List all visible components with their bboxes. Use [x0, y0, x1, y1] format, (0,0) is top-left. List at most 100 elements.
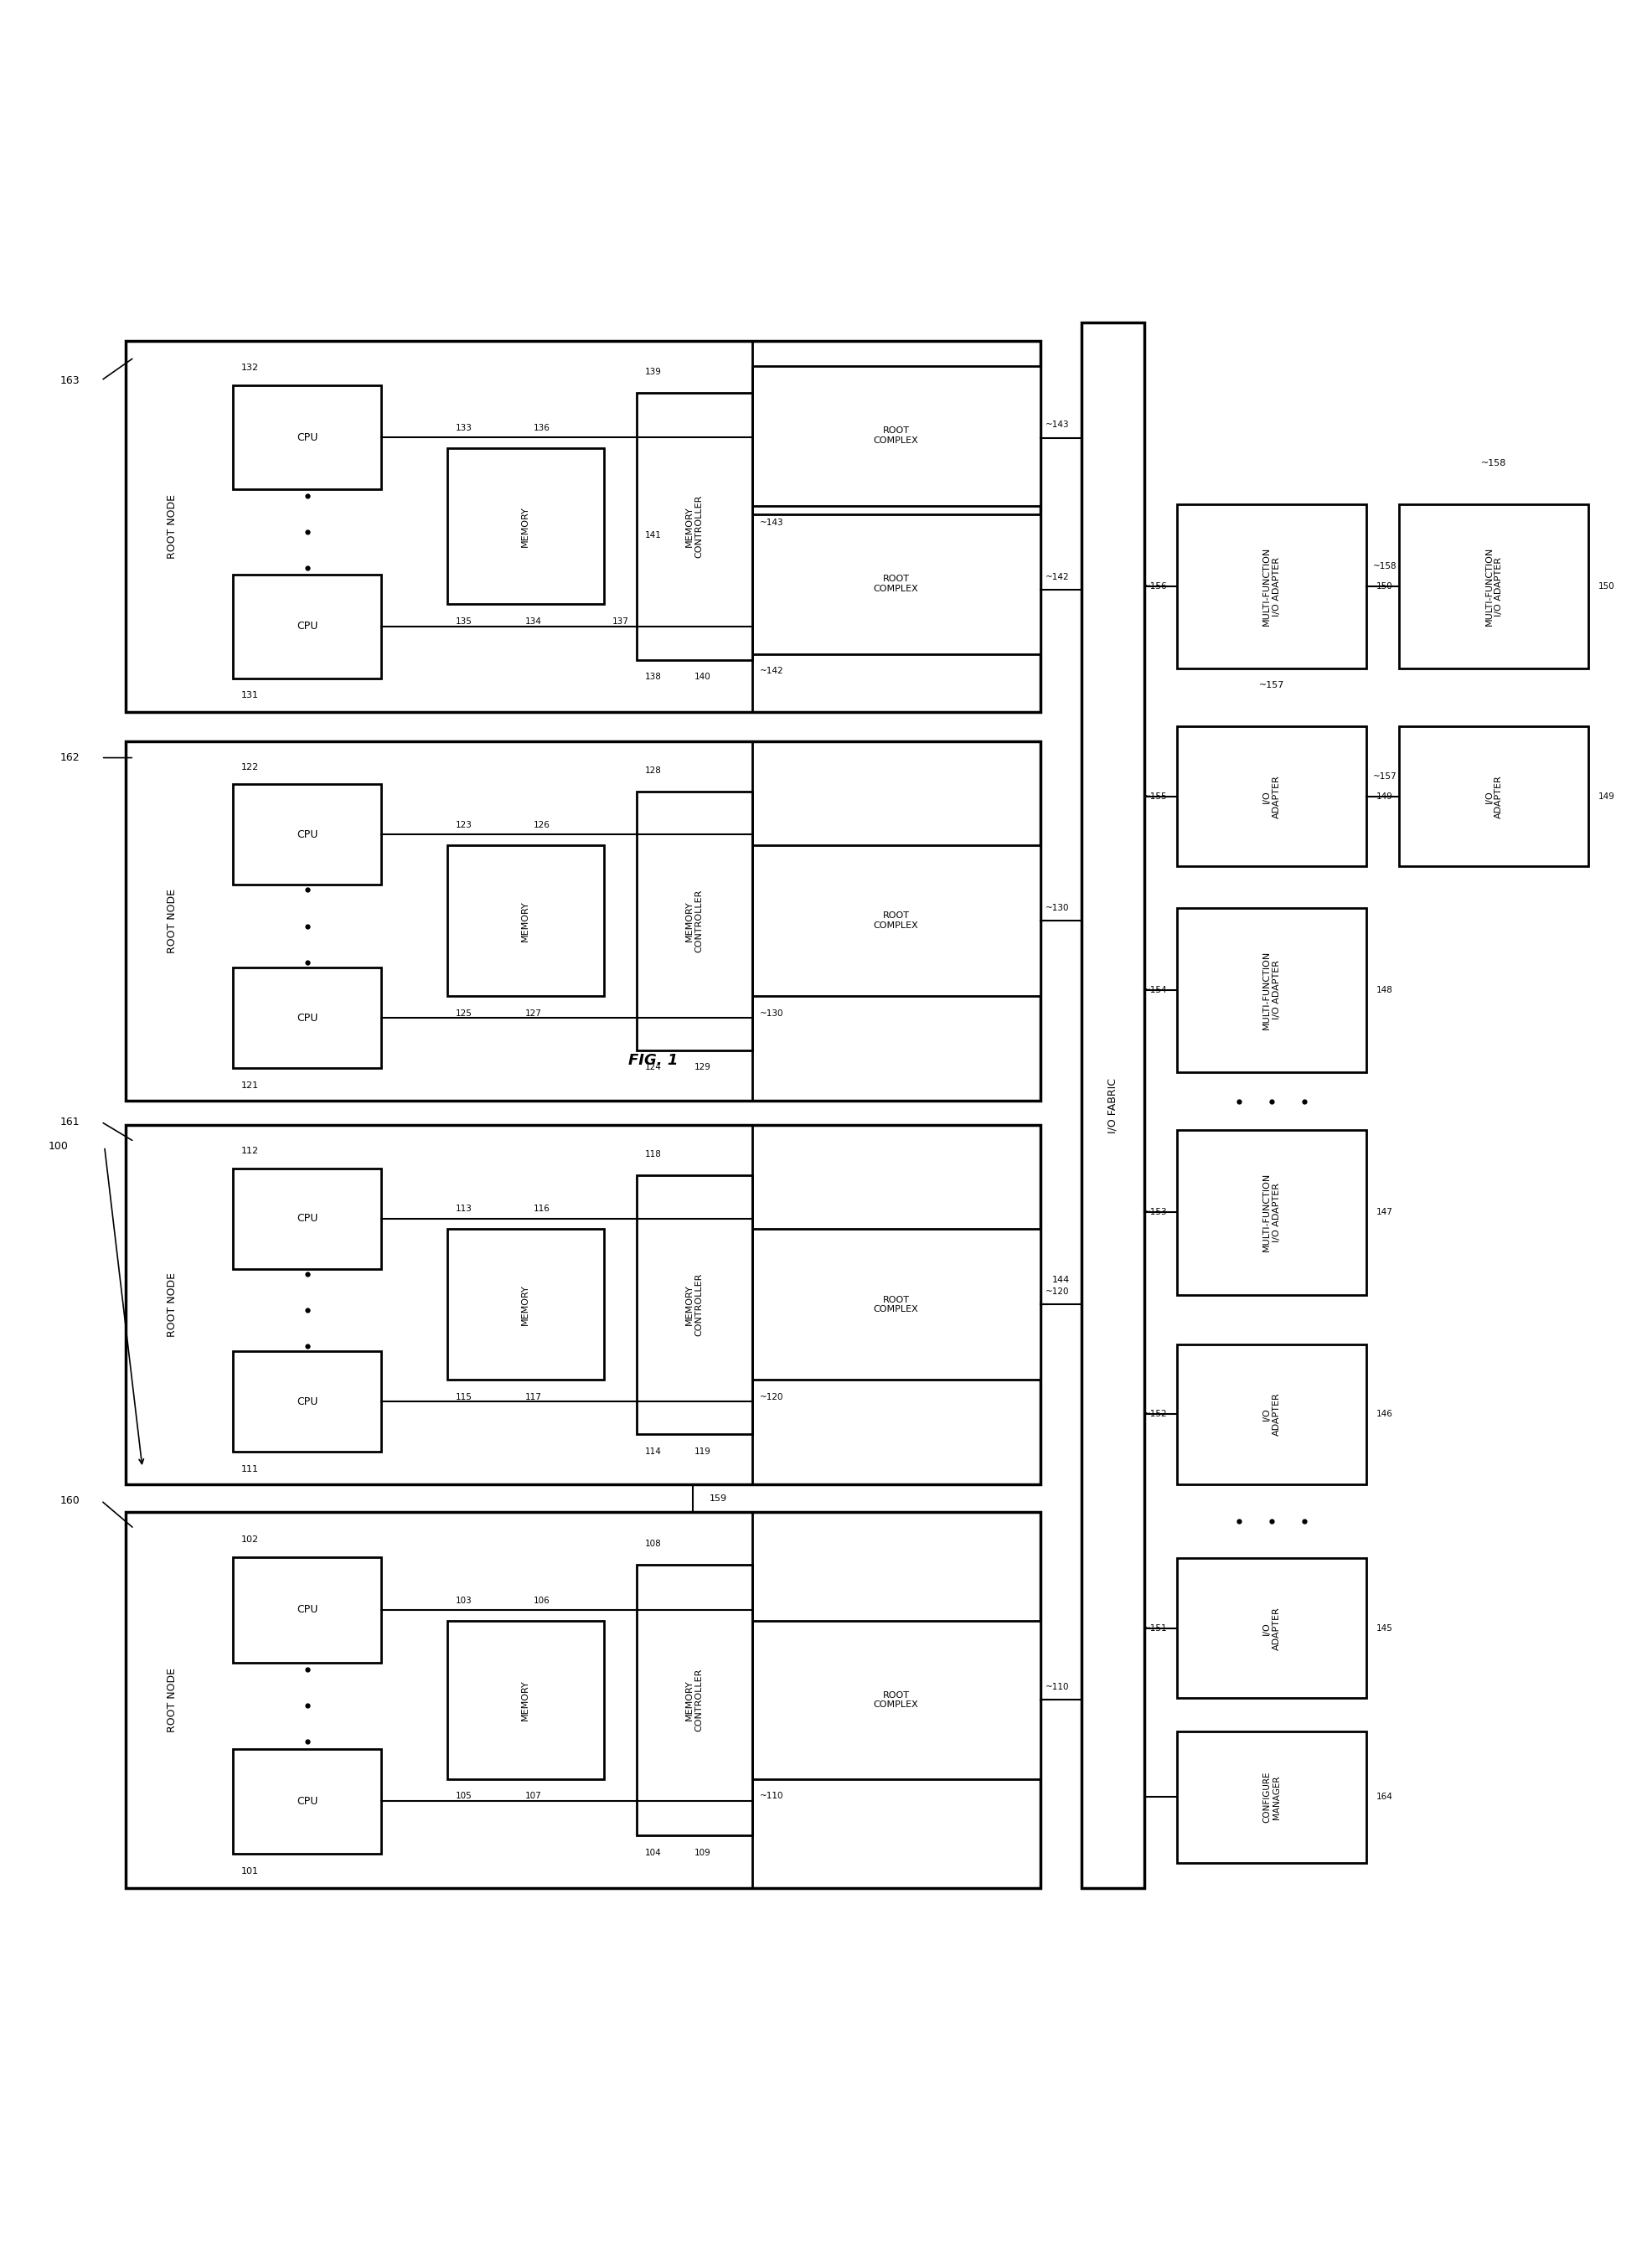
Text: 150: 150 [1376, 583, 1393, 590]
Bar [636, 393, 752, 660]
Text: CPU: CPU [296, 1397, 317, 1408]
Text: 112: 112 [241, 1146, 259, 1155]
Text: ~154: ~154 [1143, 985, 1166, 994]
Text: CPU: CPU [296, 1214, 317, 1225]
Text: ~142: ~142 [760, 667, 785, 676]
Bar [1176, 1345, 1366, 1485]
Text: ~110: ~110 [1046, 1681, 1069, 1690]
Text: 106: 106 [534, 1596, 550, 1605]
Text: 132: 132 [241, 364, 259, 373]
Bar [636, 1175, 752, 1433]
Bar [1399, 504, 1589, 669]
Text: MULTI-FUNCTION
I/O ADAPTER: MULTI-FUNCTION I/O ADAPTER [1262, 1173, 1280, 1252]
Text: ~130: ~130 [1046, 904, 1069, 911]
Bar [1176, 909, 1366, 1071]
Text: 107: 107 [525, 1792, 542, 1801]
Text: ~110: ~110 [760, 1792, 785, 1801]
Text: ROOT
COMPLEX: ROOT COMPLEX [874, 1295, 919, 1313]
Bar [1082, 323, 1143, 1887]
Text: 125: 125 [456, 1010, 472, 1017]
Text: CPU: CPU [296, 1012, 317, 1024]
Text: ~156: ~156 [1143, 583, 1166, 590]
Bar [636, 1564, 752, 1835]
Text: 126: 126 [534, 820, 550, 829]
Text: 163: 163 [59, 375, 79, 386]
Text: ~157: ~157 [1259, 680, 1284, 689]
Text: 162: 162 [59, 753, 79, 764]
Text: 101: 101 [241, 1867, 259, 1876]
Text: ~143: ~143 [1046, 420, 1069, 429]
Bar [233, 574, 382, 678]
Text: CPU: CPU [296, 829, 317, 841]
Text: I/O
ADAPTER: I/O ADAPTER [1262, 1607, 1280, 1650]
Bar [752, 513, 1041, 653]
Text: MEMORY
CONTROLLER: MEMORY CONTROLLER [686, 1272, 704, 1336]
Text: MULTI-FUNCTION
I/O ADAPTER: MULTI-FUNCTION I/O ADAPTER [1262, 547, 1280, 626]
Text: 147: 147 [1376, 1209, 1393, 1216]
Text: 114: 114 [644, 1446, 661, 1455]
Text: ~130: ~130 [760, 1010, 785, 1017]
Text: 149: 149 [1376, 793, 1393, 800]
Bar [233, 967, 382, 1069]
Text: 144: 144 [1052, 1275, 1069, 1284]
Text: 108: 108 [644, 1539, 661, 1548]
Text: 121: 121 [241, 1080, 259, 1089]
Bar [233, 1749, 382, 1853]
Text: 129: 129 [694, 1062, 710, 1071]
Bar [1176, 504, 1366, 669]
Bar [752, 845, 1041, 997]
Bar [126, 1125, 1041, 1485]
Bar [233, 784, 382, 886]
Text: MEMORY
CONTROLLER: MEMORY CONTROLLER [686, 888, 704, 951]
Text: 149: 149 [1599, 793, 1616, 800]
Text: FIG. 1: FIG. 1 [628, 1053, 677, 1069]
Text: I/O
ADAPTER: I/O ADAPTER [1485, 775, 1503, 818]
Text: 145: 145 [1376, 1625, 1393, 1632]
Text: 124: 124 [644, 1062, 661, 1071]
Text: 141: 141 [644, 531, 661, 540]
Text: MEMORY: MEMORY [520, 506, 530, 547]
Text: ROOT NODE: ROOT NODE [167, 1668, 177, 1731]
Text: 122: 122 [241, 764, 259, 771]
Text: ~120: ~120 [760, 1392, 785, 1401]
Text: ~142: ~142 [1046, 572, 1069, 581]
Text: ~151: ~151 [1143, 1625, 1166, 1632]
Text: 117: 117 [525, 1392, 542, 1401]
Text: I/O FABRIC: I/O FABRIC [1107, 1078, 1118, 1132]
Bar [636, 791, 752, 1051]
Text: 134: 134 [525, 617, 542, 626]
Text: CPU: CPU [296, 1797, 317, 1806]
Bar [126, 741, 1041, 1101]
Text: ROOT
COMPLEX: ROOT COMPLEX [874, 574, 919, 592]
Text: ~143: ~143 [760, 520, 785, 527]
Bar [448, 1229, 603, 1381]
Bar [1176, 1559, 1366, 1697]
Text: 102: 102 [241, 1535, 259, 1544]
Text: ROOT
COMPLEX: ROOT COMPLEX [874, 1690, 919, 1709]
Bar [233, 1351, 382, 1451]
Text: MEMORY: MEMORY [520, 1679, 530, 1720]
Text: 128: 128 [644, 766, 661, 775]
Bar [233, 386, 382, 488]
Text: 100: 100 [48, 1141, 68, 1153]
Text: 139: 139 [644, 368, 661, 377]
Text: 104: 104 [644, 1849, 661, 1858]
Text: 133: 133 [456, 423, 472, 432]
Text: 109: 109 [694, 1849, 710, 1858]
Bar [1176, 1731, 1366, 1862]
Text: 131: 131 [241, 692, 259, 701]
Text: ROOT NODE: ROOT NODE [167, 888, 177, 954]
Text: ~158: ~158 [1373, 563, 1398, 572]
Bar [233, 1168, 382, 1268]
Text: I/O
ADAPTER: I/O ADAPTER [1262, 1392, 1280, 1435]
Bar [752, 1620, 1041, 1779]
Bar [126, 1512, 1041, 1887]
Text: 135: 135 [456, 617, 472, 626]
Bar [448, 845, 603, 997]
Text: 119: 119 [694, 1446, 710, 1455]
Bar [1176, 1130, 1366, 1295]
Bar [752, 1229, 1041, 1381]
Text: 115: 115 [456, 1392, 472, 1401]
Text: CPU: CPU [296, 622, 317, 633]
Text: MEMORY
CONTROLLER: MEMORY CONTROLLER [686, 495, 704, 558]
